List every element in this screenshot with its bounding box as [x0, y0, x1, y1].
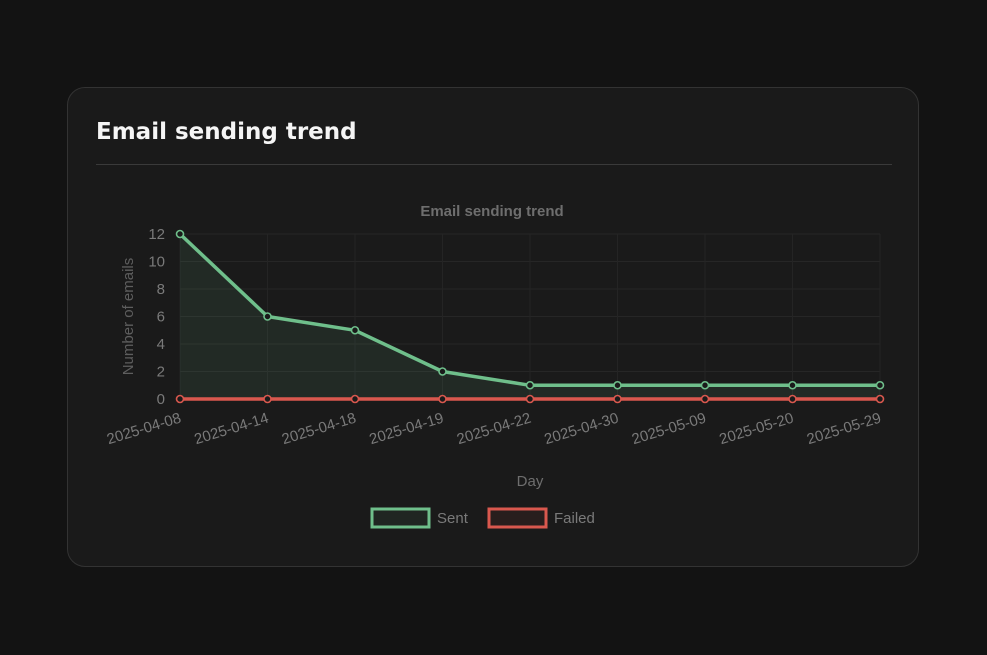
y-tick-label: 10 — [148, 254, 165, 271]
data-point-failed[interactable] — [875, 394, 885, 404]
x-tick-label: 2025-04-22 — [455, 410, 533, 449]
y-axis-label: Number of emails — [120, 258, 137, 376]
data-point-failed[interactable] — [263, 394, 272, 404]
x-tick-label: 2025-04-19 — [367, 410, 445, 449]
grid — [179, 233, 881, 400]
data-point-sent[interactable] — [438, 367, 447, 376]
data-point-sent[interactable] — [875, 380, 885, 390]
y-tick-label: 4 — [157, 336, 165, 353]
x-tick-label: 2025-04-18 — [280, 410, 358, 449]
legend[interactable]: Sent Failed — [370, 507, 595, 529]
x-tick-label: 2025-05-29 — [805, 410, 883, 449]
y-tick-label: 0 — [157, 391, 165, 408]
legend-swatch-sent — [370, 507, 431, 529]
data-point-failed[interactable] — [438, 394, 447, 404]
data-point-failed[interactable] — [525, 394, 535, 404]
chart-title: Email sending trend — [420, 203, 563, 220]
x-tick-label: 2025-04-08 — [105, 410, 183, 449]
y-tick-label: 8 — [157, 281, 165, 298]
legend-item-sent[interactable]: Sent — [370, 507, 469, 529]
data-points — [175, 229, 885, 404]
data-point-sent[interactable] — [263, 312, 272, 321]
chart-card: Email sending trend — [67, 87, 919, 567]
legend-label-sent: Sent — [437, 510, 469, 527]
x-tick-label: 2025-05-20 — [717, 410, 795, 449]
data-point-sent[interactable] — [788, 380, 797, 390]
x-tick-label: 2025-05-09 — [630, 410, 708, 449]
area-fills — [180, 234, 880, 399]
data-point-failed[interactable] — [350, 394, 360, 404]
legend-swatch-failed — [487, 507, 548, 529]
y-tick-label: 2 — [157, 364, 165, 381]
data-point-failed[interactable] — [613, 394, 622, 404]
data-point-sent[interactable] — [613, 380, 622, 390]
data-point-failed[interactable] — [700, 394, 710, 404]
legend-item-failed[interactable]: Failed — [487, 507, 595, 529]
y-tick-label: 12 — [148, 226, 165, 243]
data-point-failed[interactable] — [175, 394, 185, 404]
y-tick-label: 6 — [157, 309, 165, 326]
x-tick-label: 2025-04-14 — [192, 410, 270, 449]
title-divider — [96, 164, 892, 165]
data-point-failed[interactable] — [788, 394, 797, 404]
legend-label-failed: Failed — [554, 510, 595, 527]
data-point-sent[interactable] — [700, 380, 710, 390]
series-area-sent — [180, 234, 880, 399]
x-axis-label: Day — [517, 473, 544, 490]
x-tick-label: 2025-04-30 — [542, 410, 620, 449]
data-point-sent[interactable] — [525, 380, 535, 390]
data-point-sent[interactable] — [350, 325, 360, 335]
data-point-sent[interactable] — [175, 229, 185, 239]
card-title: Email sending trend — [96, 119, 357, 145]
